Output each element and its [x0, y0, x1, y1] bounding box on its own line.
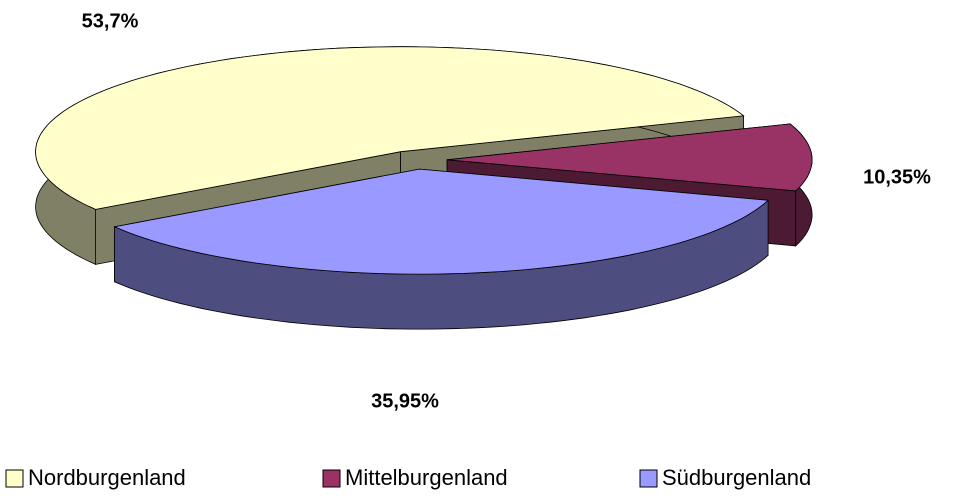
legend: Nordburgenland Mittelburgenland Südburgenl… — [5, 465, 811, 490]
data-label: 35,95% — [371, 390, 439, 412]
legend-label: Nordburgenland — [28, 465, 186, 490]
data-label: 53,7% — [82, 10, 139, 32]
legend-label: Südburgenland — [662, 465, 811, 490]
legend-swatch — [322, 469, 341, 488]
legend-swatch — [5, 469, 24, 488]
slice-top — [447, 123, 813, 192]
legend-label: Mittelburgenland — [345, 465, 508, 490]
pie — [35, 46, 813, 330]
data-label: 10,35% — [863, 166, 931, 188]
legend-swatch — [639, 469, 658, 488]
slice-top — [35, 46, 745, 210]
slice-top — [113, 168, 770, 275]
data-labels: 53,7% 10,35% 35,95% — [82, 10, 931, 412]
